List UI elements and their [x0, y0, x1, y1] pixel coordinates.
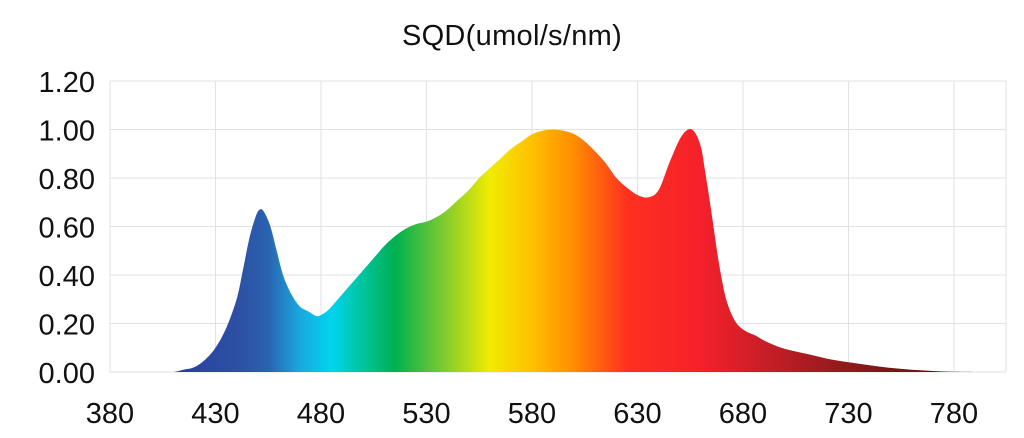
y-tick-label: 0.80 [39, 164, 95, 196]
x-tick-label: 480 [297, 398, 345, 430]
x-tick-label: 680 [719, 398, 767, 430]
x-axis-tick-labels: 380 430 480 530 580 630 680 730 780 [86, 398, 978, 430]
x-tick-label: 580 [508, 398, 556, 430]
y-tick-label: 0.60 [39, 213, 95, 245]
chart-title: SQD(umol/s/nm) [401, 20, 623, 52]
y-tick-label: 0.40 [39, 261, 95, 293]
x-tick-label: 630 [613, 398, 661, 430]
spectrum-area [110, 128, 976, 372]
x-tick-label: 730 [824, 398, 872, 430]
x-tick-label: 380 [86, 398, 134, 430]
y-axis-tick-labels: 0.00 0.20 0.40 0.60 0.80 1.00 1.20 [39, 67, 95, 390]
y-tick-label: 0.00 [39, 358, 95, 390]
y-tick-label: 1.00 [39, 116, 95, 148]
y-tick-label: 0.20 [39, 310, 95, 342]
y-tick-label: 1.20 [39, 67, 95, 99]
x-tick-label: 530 [402, 398, 450, 430]
x-tick-label: 780 [930, 398, 978, 430]
x-tick-label: 430 [191, 398, 239, 430]
spectrum-area-series [110, 128, 976, 372]
